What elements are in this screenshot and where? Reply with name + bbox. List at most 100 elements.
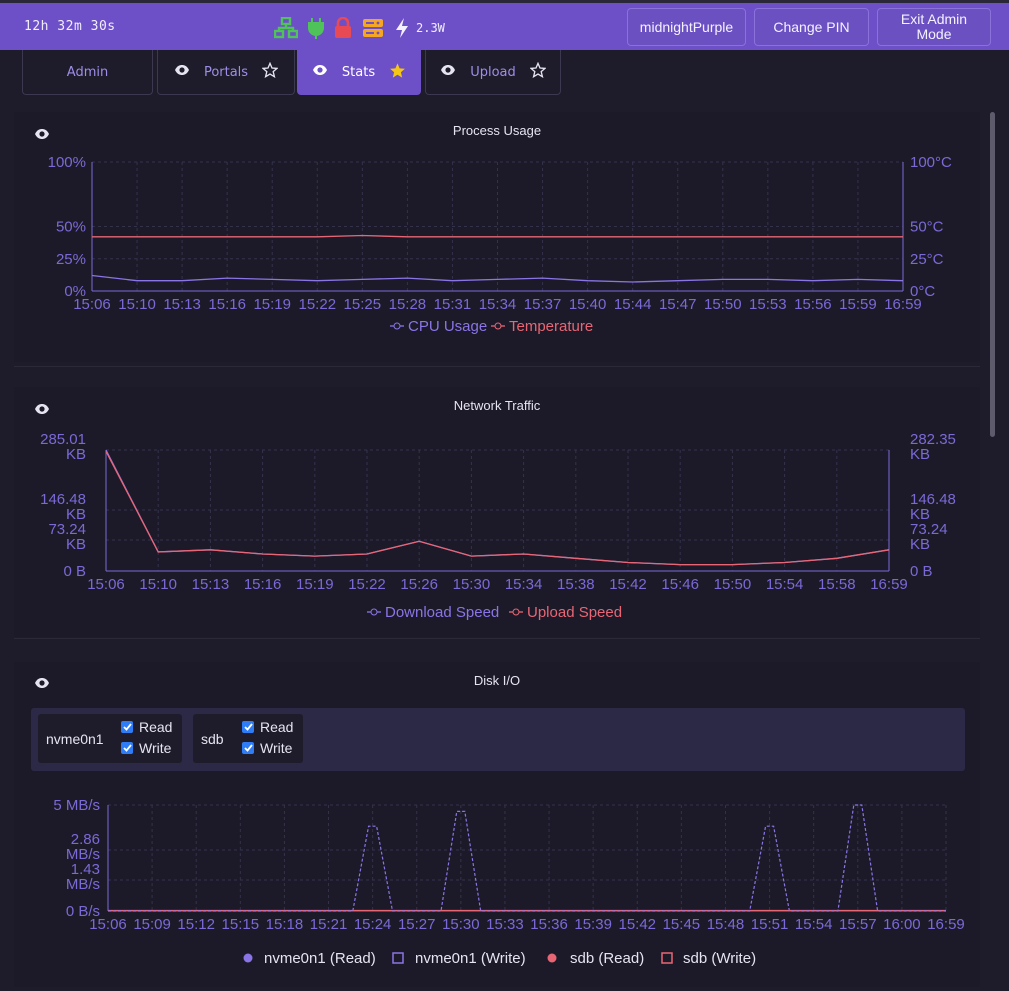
y-tick-label: 285.01 [40, 431, 86, 448]
chart-title: Network Traffic [453, 398, 541, 413]
y-tick-label: 0% [64, 283, 86, 300]
y-tick-unit-right: KB [910, 506, 930, 523]
series-line [105, 451, 890, 566]
tab-upload[interactable]: Upload [425, 50, 561, 95]
legend-label: Download Speed [385, 604, 499, 621]
eye-icon[interactable] [34, 400, 50, 419]
device-nvme0n1: nvme0n1 Read Write [38, 714, 182, 763]
checkbox-label: Write [139, 740, 172, 756]
x-tick-label: 15:21 [310, 916, 348, 933]
exit-admin-button[interactable]: Exit Admin Mode [877, 8, 991, 46]
server-icon[interactable] [362, 18, 384, 38]
nvme0n1-write-checkbox[interactable]: Write [121, 740, 171, 756]
y-tick-unit: MB/s [66, 876, 100, 893]
device-name: nvme0n1 [46, 731, 104, 747]
x-tick-label: 15:42 [618, 916, 656, 933]
x-tick-label: 15:50 [714, 576, 752, 593]
legend-label: Upload Speed [527, 604, 622, 621]
checkmark-icon[interactable] [242, 721, 254, 733]
eye-icon[interactable] [440, 64, 456, 80]
star-outline-icon[interactable] [529, 61, 547, 82]
tab-label: Portals [203, 64, 249, 80]
sdb-read-checkbox[interactable]: Read [242, 719, 293, 735]
x-tick-label: 15:25 [344, 296, 382, 313]
nvme0n1-read-checkbox[interactable]: Read [121, 719, 172, 735]
disk-io-chart: 15:06 15:09 15:12 15:15 15:18 15:21 15:24 15:27… [53, 797, 964, 967]
x-tick-label: 15:12 [177, 916, 215, 933]
sdb-write-checkbox[interactable]: Write [242, 740, 292, 756]
x-tick-label: 15:34 [505, 576, 543, 593]
legend-marker [370, 608, 378, 616]
checkmark-icon[interactable] [121, 721, 133, 733]
x-tick-label: 15:15 [222, 916, 260, 933]
change-pin-button[interactable]: Change PIN [754, 8, 869, 46]
x-tick-label: 15:16 [244, 576, 282, 593]
tab-label: Stats [341, 64, 376, 80]
tab-portals[interactable]: Portals [157, 50, 295, 95]
series-line [91, 274, 904, 283]
x-tick-label: 15:30 [453, 576, 491, 593]
legend-marker [243, 953, 253, 963]
y-tick-label-right: 73.24 [910, 521, 948, 538]
checkmark-icon[interactable] [242, 742, 254, 754]
x-tick-label: 16:59 [870, 576, 908, 593]
series-line [108, 804, 946, 912]
x-tick-label: 15:28 [389, 296, 427, 313]
legend-marker [547, 953, 557, 963]
y-tick-unit-right: KB [910, 536, 930, 553]
x-tick-label: 15:57 [839, 916, 877, 933]
y-tick-label-right: 146.48 [910, 491, 956, 508]
y-tick-unit: KB [66, 506, 86, 523]
x-tick-label: 15:48 [707, 916, 745, 933]
x-tick-label: 16:00 [883, 916, 921, 933]
legend-marker [494, 322, 502, 330]
eye-icon[interactable] [34, 125, 50, 144]
y-tick-unit: KB [66, 536, 86, 553]
y-tick-label-right: 100°C [910, 154, 952, 171]
disk-device-selector: nvme0n1 Read Write sdb Read Write [31, 708, 965, 771]
device-sdb: sdb Read Write [193, 714, 303, 763]
x-tick-label: 15:51 [751, 916, 789, 933]
theme-button[interactable]: midnightPurple [627, 8, 746, 46]
chart-title: Disk I/O [473, 673, 521, 688]
scrollbar-thumb[interactable] [990, 112, 995, 437]
y-tick-unit: KB [66, 446, 86, 463]
y-tick-label: 1.43 [71, 861, 100, 878]
x-tick-label: 15:27 [398, 916, 436, 933]
tab-stats[interactable]: Stats [297, 50, 421, 95]
x-tick-label: 15:18 [266, 916, 304, 933]
y-tick-label: 25% [56, 251, 86, 268]
process-usage-chart: 15:06 15:10 15:13 15:16 15:19 15:22 15:25 15:28… [48, 154, 952, 335]
network-icon[interactable] [274, 17, 298, 39]
checkmark-icon[interactable] [121, 742, 133, 754]
x-tick-label: 15:06 [73, 296, 111, 313]
x-tick-label: 15:40 [569, 296, 607, 313]
lock-icon[interactable] [334, 17, 352, 39]
device-name: sdb [201, 731, 224, 747]
x-tick-label: 15:19 [296, 576, 334, 593]
eye-icon[interactable] [34, 674, 50, 693]
legend-label: nvme0n1 (Write) [415, 950, 526, 967]
x-tick-label: 15:38 [557, 576, 595, 593]
tab-admin[interactable]: Admin [22, 50, 153, 95]
top-bar: 12h 32m 30s 2.3W midnightPurple Change P… [0, 0, 1009, 50]
x-tick-label: 15:19 [253, 296, 291, 313]
x-tick-label: 15:16 [208, 296, 246, 313]
tab-label: Admin [66, 64, 109, 80]
x-tick-label: 15:30 [442, 916, 480, 933]
y-tick-unit-right: KB [910, 446, 930, 463]
star-outline-icon[interactable] [261, 61, 279, 82]
plug-icon[interactable] [308, 17, 324, 39]
legend-label: Temperature [509, 318, 593, 335]
x-tick-label: 15:10 [118, 296, 156, 313]
y-tick-unit: MB/s [66, 846, 100, 863]
star-filled-icon[interactable] [389, 62, 406, 83]
eye-icon[interactable] [312, 64, 328, 80]
x-tick-label: 15:31 [434, 296, 472, 313]
legend-marker [512, 608, 520, 616]
series-line [105, 449, 890, 566]
x-tick-label: 15:45 [663, 916, 701, 933]
legend-marker [661, 952, 673, 964]
eye-icon[interactable] [174, 64, 190, 80]
x-tick-label: 15:22 [348, 576, 386, 593]
